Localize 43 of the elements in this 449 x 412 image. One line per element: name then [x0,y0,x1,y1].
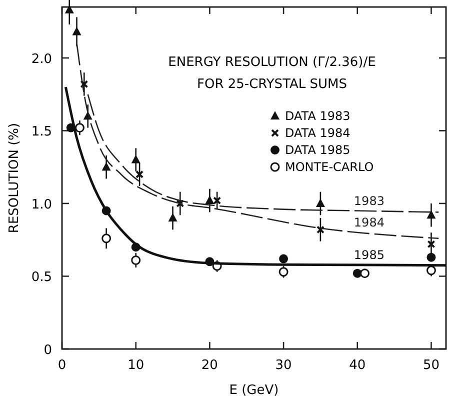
point [74,123,84,133]
point [360,268,370,278]
point [131,154,140,164]
y-tick-label: 0.5 [31,270,52,286]
point [213,196,222,205]
point [102,234,112,244]
series-label: 1983 [354,194,384,208]
series-label: 1985 [354,248,384,262]
line-series [76,42,440,240]
x-tick-label: 10 [128,358,144,373]
text: FOR 25-CRYSTAL SUMS [196,77,348,92]
x-tick-label: 40 [349,358,366,373]
point [426,252,436,262]
y-axis-title: RESOLUTION (%) [7,122,22,234]
point [176,199,184,208]
x-axis-title: E (GeV) [229,383,279,398]
y-tick-label: 2.0 [31,52,52,67]
legend-label: DATA 1983 [285,109,350,123]
y-tick-label: 1.5 [31,124,52,140]
x-tick-label: 50 [422,358,440,373]
point [102,162,111,171]
point [205,196,214,204]
point [168,213,178,222]
point [72,26,82,36]
point [64,4,74,14]
legend-label: DATA 1985 [285,143,350,157]
point [131,255,141,265]
legend-label: DATA 1984 [285,126,350,140]
series-label: 1984 [354,215,384,230]
y-tick-label: 0 [44,343,52,358]
point [427,240,436,248]
y-tick-label: 1.0 [31,197,52,212]
x-tick-label: 20 [201,358,218,373]
point [278,267,288,277]
point [316,226,324,234]
point [80,80,88,88]
legend-label: MONTE-CARLO [285,160,374,174]
x-tick-label: 0 [58,358,66,373]
text: ENERGY RESOLUTION (Γ/2.36)/E [168,55,376,70]
x-tick-label: 30 [275,358,292,373]
point [426,266,436,276]
point [279,254,288,264]
point [426,210,436,219]
